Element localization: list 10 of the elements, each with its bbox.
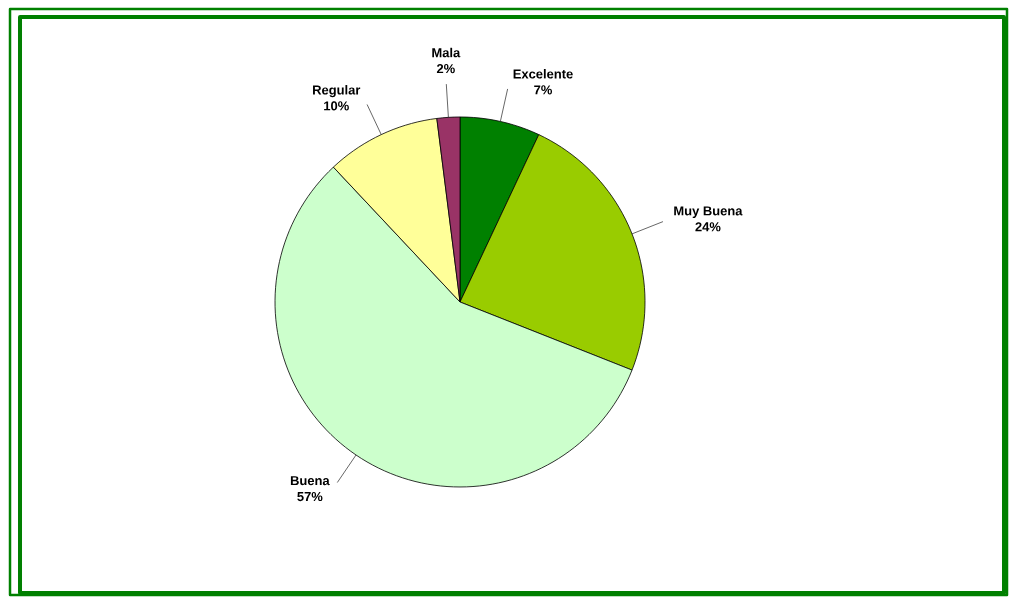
slice-label: Excelente: [513, 69, 573, 79]
slice-label: Mala: [432, 47, 461, 58]
data-label: 7%: [534, 85, 553, 95]
slice-label: Regular: [313, 85, 361, 98]
data-label: 57%: [297, 492, 323, 502]
data-label: 2%: [436, 64, 455, 74]
data-label: 10%: [324, 101, 349, 111]
slice-label: Buena: [290, 476, 330, 486]
data-label: 24%: [695, 222, 721, 232]
slice-label: Muy Buena: [674, 206, 743, 219]
